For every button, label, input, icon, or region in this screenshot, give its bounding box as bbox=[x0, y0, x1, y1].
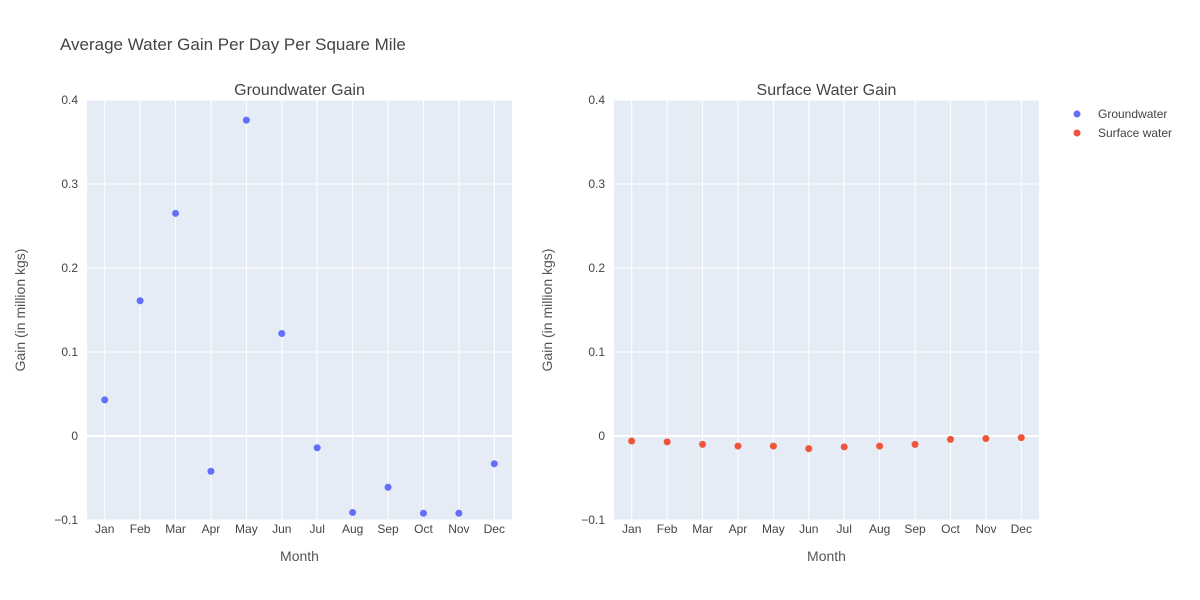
x-tick-label: Dec bbox=[1011, 522, 1032, 536]
x-tick-label: Jan bbox=[95, 522, 114, 536]
x-tick-label: Apr bbox=[202, 522, 221, 536]
data-point[interactable] bbox=[349, 508, 357, 516]
x-tick-label: Jul bbox=[837, 522, 852, 536]
plot-area bbox=[614, 100, 1039, 520]
chart-title: Average Water Gain Per Day Per Square Mi… bbox=[60, 35, 406, 54]
data-point[interactable] bbox=[278, 330, 286, 338]
legend-label-groundwater: Groundwater bbox=[1098, 107, 1167, 121]
data-point[interactable] bbox=[663, 438, 671, 446]
y-tick-label: 0.2 bbox=[588, 261, 605, 275]
subplot-title: Groundwater Gain bbox=[234, 82, 365, 99]
data-point[interactable] bbox=[805, 445, 813, 453]
data-point[interactable] bbox=[1017, 434, 1025, 442]
y-axis-title: Gain (in million kgs) bbox=[12, 249, 28, 372]
x-tick-label: Oct bbox=[941, 522, 960, 536]
legend-label-surface-water: Surface water bbox=[1098, 126, 1172, 140]
legend-item-groundwater[interactable]: Groundwater bbox=[1073, 107, 1168, 121]
subplot-title: Surface Water Gain bbox=[757, 82, 897, 99]
data-point[interactable] bbox=[101, 396, 109, 404]
data-point[interactable] bbox=[982, 435, 990, 443]
y-tick-label: 0.4 bbox=[61, 93, 78, 107]
data-point[interactable] bbox=[840, 443, 848, 451]
x-tick-label: Jun bbox=[272, 522, 291, 536]
x-tick-label: Aug bbox=[342, 522, 363, 536]
y-tick-label: −0.1 bbox=[581, 513, 605, 527]
x-tick-label: Feb bbox=[130, 522, 151, 536]
x-tick-label: Apr bbox=[729, 522, 748, 536]
x-tick-label: Dec bbox=[484, 522, 505, 536]
x-tick-label: May bbox=[762, 522, 785, 536]
x-tick-label: Jun bbox=[799, 522, 818, 536]
data-point[interactable] bbox=[490, 460, 498, 468]
x-tick-label: Sep bbox=[377, 522, 399, 536]
x-tick-label: Sep bbox=[904, 522, 926, 536]
y-tick-label: 0 bbox=[598, 429, 605, 443]
y-tick-label: 0.1 bbox=[61, 345, 78, 359]
data-point[interactable] bbox=[876, 442, 884, 450]
x-tick-label: Jan bbox=[622, 522, 641, 536]
legend[interactable]: Groundwater Surface water bbox=[1073, 107, 1173, 140]
data-point[interactable] bbox=[242, 116, 250, 124]
x-tick-label: May bbox=[235, 522, 258, 536]
x-tick-label: Mar bbox=[692, 522, 713, 536]
data-point[interactable] bbox=[911, 440, 919, 448]
x-tick-label: Mar bbox=[165, 522, 186, 536]
data-point[interactable] bbox=[136, 297, 144, 305]
x-tick-label: Jul bbox=[310, 522, 325, 536]
x-tick-label: Nov bbox=[975, 522, 996, 536]
legend-marker-groundwater bbox=[1073, 110, 1081, 118]
data-point[interactable] bbox=[419, 509, 427, 517]
data-point[interactable] bbox=[313, 444, 321, 452]
plot-area bbox=[87, 100, 512, 520]
y-tick-label: 0.1 bbox=[588, 345, 605, 359]
subplot-groundwater: −0.1 0 0.1 0.2 0.3 0.4 Jan Feb Mar Apr May Jun Jul Au… bbox=[12, 82, 512, 564]
data-point[interactable] bbox=[628, 437, 636, 445]
y-tick-label: 0 bbox=[71, 429, 78, 443]
data-point[interactable] bbox=[384, 483, 392, 491]
y-axis-title: Gain (in million kgs) bbox=[539, 249, 555, 372]
y-tick-label: −0.1 bbox=[54, 513, 78, 527]
data-point[interactable] bbox=[455, 509, 463, 517]
x-tick-label: Aug bbox=[869, 522, 890, 536]
data-point[interactable] bbox=[734, 442, 742, 450]
y-tick-label: 0.3 bbox=[61, 177, 78, 191]
x-tick-label: Feb bbox=[657, 522, 678, 536]
data-point[interactable] bbox=[172, 209, 180, 217]
legend-marker-surface-water bbox=[1073, 129, 1081, 137]
data-point[interactable] bbox=[699, 440, 707, 448]
y-tick-label: 0.4 bbox=[588, 93, 605, 107]
x-tick-label: Oct bbox=[414, 522, 433, 536]
data-point[interactable] bbox=[769, 442, 777, 450]
x-axis-title: Month bbox=[280, 548, 319, 564]
legend-item-surface-water[interactable]: Surface water bbox=[1073, 126, 1173, 140]
data-point[interactable] bbox=[946, 435, 954, 443]
y-tick-label: 0.3 bbox=[588, 177, 605, 191]
subplot-surface-water: −0.1 0 0.1 0.2 0.3 0.4 Jan Feb Mar Apr May Jun Jul Au… bbox=[539, 82, 1039, 564]
data-point[interactable] bbox=[207, 467, 215, 475]
x-axis-title: Month bbox=[807, 548, 846, 564]
x-tick-label: Nov bbox=[448, 522, 469, 536]
y-tick-label: 0.2 bbox=[61, 261, 78, 275]
